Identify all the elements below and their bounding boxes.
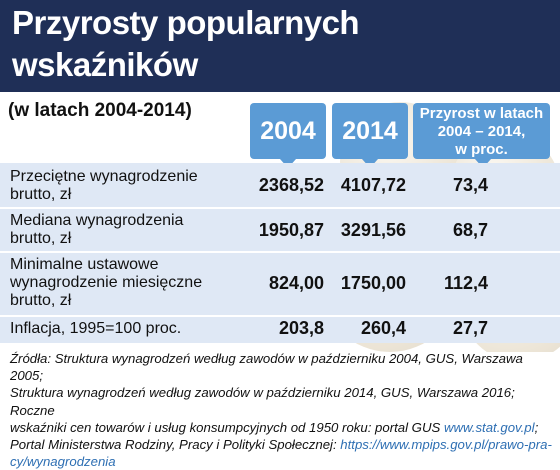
row-label-line: Inflacja, 1995=100 proc. — [10, 320, 182, 337]
table-cell: 2368,52 — [258, 175, 324, 195]
source-line: Portal Ministerstwa Rodziny, Pracy i Pol… — [10, 436, 555, 453]
row-label-line: brutto, zł — [10, 292, 72, 309]
row-label: Inflacja, 1995=100 proc. — [10, 320, 181, 338]
source-line: cy/wynagrodzenia — [10, 453, 555, 470]
table-cell: 260,4 — [360, 318, 406, 338]
table-cell: 112,4 — [443, 273, 488, 293]
source-line: Źródła: Struktura wynagrodzeń według zaw… — [10, 351, 523, 384]
growth-header-line-1: Przyrost w latach — [419, 105, 544, 122]
table-cell: 1750,00 — [340, 273, 406, 293]
row-label-line: Mediana wynagrodzenia — [10, 212, 184, 229]
row-label: Minimalne ustawowe wynagrodzenie miesięc… — [10, 256, 202, 310]
table-cell: 3291,56 — [340, 220, 406, 240]
row-label-line: wynagrodzenie miesięczne — [10, 274, 203, 291]
table-cell: 1950,87 — [258, 220, 324, 240]
subtitle: (w latach 2004-2014) — [8, 100, 192, 121]
title-line-1: Przyrosty popularnych wskaźników — [12, 4, 360, 83]
title-bar: Przyrosty popularnych wskaźników waloryz… — [0, 0, 560, 125]
table-cell: 68,7 — [452, 220, 488, 240]
table-cell: 824,00 — [268, 273, 324, 293]
mpips-link-continuation[interactable]: cy/wynagrodzenia — [10, 454, 116, 470]
growth-header-line-3: w proc. — [455, 141, 508, 158]
row-label-line: brutto, zł — [10, 230, 72, 247]
table-cell: 27,7 — [452, 318, 488, 338]
table-cell: 4107,72 — [340, 175, 406, 195]
column-header-growth: Przyrost w latach 2004 – 2014, w proc. — [413, 103, 550, 159]
growth-header-line-2: 2004 – 2014, — [437, 123, 526, 140]
source-text: ; — [534, 419, 539, 435]
row-label-line: brutto, zł — [10, 186, 72, 203]
column-header-2014: 2014 — [332, 103, 408, 159]
gus-link[interactable]: www.stat.gov.pl — [443, 419, 535, 435]
source-text: wskaźniki cen towarów i usług konsumpcyj… — [10, 419, 444, 435]
row-divider — [0, 207, 560, 209]
column-header-2004: 2004 — [250, 103, 326, 159]
row-label: Mediana wynagrodzenia brutto, zł — [10, 212, 183, 248]
row-label: Przeciętne wynagrodzenie brutto, zł — [10, 168, 198, 204]
row-label-line: Minimalne ustawowe — [10, 256, 159, 273]
table-cell: 203,8 — [278, 318, 324, 338]
row-label-line: Przeciętne wynagrodzenie — [10, 168, 198, 185]
source-text: Portal Ministerstwa Rodziny, Pracy i Pol… — [10, 437, 341, 453]
table-body — [0, 163, 560, 343]
row-divider — [0, 315, 560, 317]
mpips-link[interactable]: https://www.mpips.gov.pl/prawo-pra- — [340, 437, 552, 453]
source-line: wskaźniki cen towarów i usług konsumpcyj… — [10, 419, 555, 436]
source-line: Struktura wynagrodzeń według zawodów w p… — [10, 385, 515, 418]
table-cell: 73,4 — [452, 175, 488, 195]
row-divider — [0, 251, 560, 253]
source-note: Źródła: Struktura wynagrodzeń według zaw… — [10, 350, 555, 470]
